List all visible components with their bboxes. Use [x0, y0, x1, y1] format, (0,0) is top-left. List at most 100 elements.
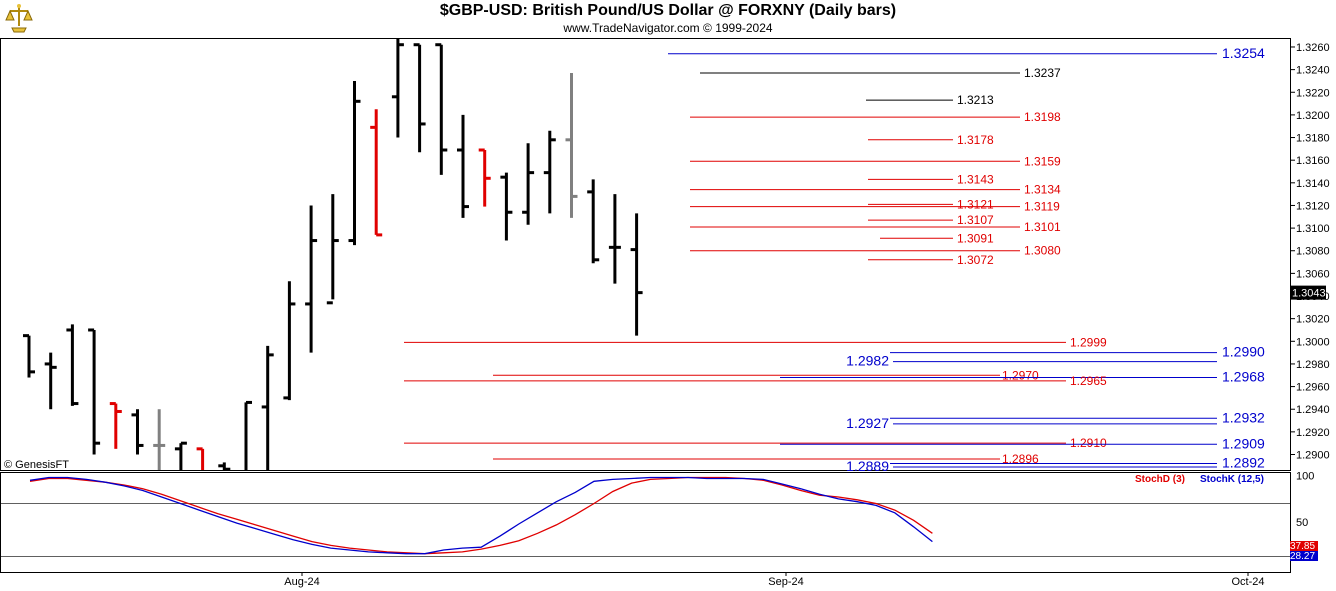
stoch-last-box: [1290, 551, 1318, 561]
stoch-last-value: 28.27: [1290, 551, 1315, 562]
level-label-1.2968: 1.2968: [1222, 369, 1265, 385]
price-bars: [23, 39, 643, 471]
stochastic-panel: [0, 472, 1291, 573]
level-label-1.2910: 1.2910: [1070, 436, 1107, 450]
ohlc-bar: [283, 281, 296, 401]
level-label-1.3134: 1.3134: [1024, 183, 1061, 197]
date-tick-label: Aug-24: [284, 576, 319, 588]
ohlc-bar: [244, 400, 252, 470]
level-label-1.3237: 1.3237: [1024, 66, 1061, 80]
ohlc-bar: [478, 148, 491, 207]
ohlc-bar: [23, 334, 35, 378]
price-panel: [0, 38, 1291, 471]
price-tick-label: 1.3260: [1296, 42, 1330, 54]
stoch-tick-label: 100: [1296, 471, 1314, 483]
ohlc-bar: [500, 172, 513, 241]
price-tick-label: 1.3120: [1296, 200, 1330, 212]
level-label-1.3198: 1.3198: [1024, 110, 1061, 124]
ohlc-bar: [587, 179, 600, 264]
chart-subtitle: www.TradeNavigator.com © 1999-2024: [563, 21, 773, 35]
stoch-last-box: [1290, 541, 1318, 551]
price-axis: 1.2900 1.2920 1.2940 1.2960 1.2980 1.3000 1.30…: [1290, 42, 1330, 462]
ohlc-bar: [153, 409, 166, 470]
ohlc-bar: [261, 345, 274, 470]
ohlc-bar: [88, 328, 101, 455]
fib-levels: 1.3254 1.3237 1.3213 1.3198 1.3178 1.3159 1.31…: [404, 45, 1265, 474]
level-label-1.3143: 1.3143: [957, 172, 994, 186]
level-label-1.3091: 1.3091: [957, 231, 994, 245]
price-tick-label: 1.3240: [1296, 65, 1330, 77]
ohlc-bar: [109, 402, 122, 449]
price-tick-label: 1.2900: [1296, 450, 1330, 462]
level-label-1.2927: 1.2927: [846, 415, 889, 431]
level-label-1.2999: 1.2999: [1070, 335, 1107, 349]
level-label-1.3107: 1.3107: [957, 213, 994, 227]
price-tick-label: 1.3000: [1296, 336, 1330, 348]
genesis-logo-icon: [4, 2, 34, 34]
ohlc-bar: [44, 352, 57, 410]
ohlc-bar: [370, 109, 383, 237]
stochastic-lines: [29, 476, 933, 555]
genesis-watermark: © GenesisFT: [4, 459, 69, 471]
level-label-1.3119: 1.3119: [1024, 200, 1060, 214]
ohlc-bar: [66, 324, 79, 406]
level-label-1.3121: 1.3121: [957, 197, 994, 211]
ohlc-bar: [174, 441, 187, 470]
price-tick-label: 1.3100: [1296, 223, 1330, 235]
level-label-1.3072: 1.3072: [957, 253, 994, 267]
last-price-label: 1.3043: [1292, 288, 1326, 300]
level-label-1.2909: 1.2909: [1222, 435, 1265, 451]
ohlc-bar: [196, 447, 205, 470]
level-label-1.3213: 1.3213: [957, 93, 994, 107]
price-tick-label: 1.3220: [1296, 87, 1330, 99]
ohlc-bar: [565, 73, 578, 218]
level-label-1.2982: 1.2982: [846, 353, 889, 369]
level-label-1.2970: 1.2970: [1002, 368, 1039, 382]
ohlc-bar: [413, 43, 426, 153]
date-tick-label: Sep-24: [768, 576, 803, 588]
level-label-1.2965: 1.2965: [1070, 374, 1107, 388]
price-tick-label: 1.2940: [1296, 404, 1330, 416]
ohlc-bar: [218, 462, 231, 471]
level-label-1.3080: 1.3080: [1024, 244, 1061, 258]
price-tick-label: 1.3020: [1296, 314, 1330, 326]
price-tick-label: 1.3180: [1296, 133, 1330, 145]
stoch-d-line: [29, 476, 933, 555]
level-label-1.3178: 1.3178: [957, 133, 994, 147]
chart-title: $GBP-USD: British Pound/US Dollar @ FORX…: [439, 2, 897, 19]
chart-header: $GBP-USD: British Pound/US Dollar @ FORX…: [0, 0, 1336, 38]
ohlc-bar: [391, 39, 404, 138]
last-price-box: [1290, 285, 1326, 300]
date-tick-label: Oct-24: [1231, 576, 1264, 588]
stoch-k-legend: StochK (12,5): [1200, 474, 1264, 485]
level-label-1.2889: 1.2889: [846, 458, 889, 474]
ohlc-bar: [348, 80, 361, 246]
ohlc-bar: [608, 194, 621, 284]
price-tick-label: 1.3080: [1296, 246, 1330, 258]
level-label-1.3101: 1.3101: [1024, 220, 1061, 234]
level-label-1.3159: 1.3159: [1024, 154, 1061, 168]
ohlc-bar: [630, 213, 643, 336]
level-label-1.2896: 1.2896: [1002, 452, 1039, 466]
ohlc-bar: [457, 114, 469, 218]
ohlc-bar: [543, 130, 556, 214]
price-tick-label: 1.2980: [1296, 359, 1330, 371]
price-tick-label: 1.2960: [1296, 382, 1330, 394]
ohlc-bar: [131, 409, 144, 455]
ohlc-bar: [435, 43, 448, 175]
ohlc-bar: [522, 143, 535, 225]
stoch-d-legend: StochD (3): [1135, 474, 1185, 485]
level-label-1.3254: 1.3254: [1222, 45, 1265, 61]
level-label-1.2932: 1.2932: [1222, 409, 1265, 425]
stoch-tick-label: 50: [1296, 517, 1308, 529]
level-label-1.2892: 1.2892: [1222, 455, 1265, 471]
price-tick-label: 1.2920: [1296, 427, 1330, 439]
date-axis: Aug-24 Sep-24 Oct-24: [284, 572, 1265, 588]
price-tick-label: 1.3160: [1296, 155, 1330, 167]
ohlc-bar: [305, 205, 318, 353]
price-tick-label: 1.3140: [1296, 178, 1330, 190]
price-tick-label: 1.3060: [1296, 268, 1330, 280]
level-label-1.2990: 1.2990: [1222, 344, 1265, 360]
